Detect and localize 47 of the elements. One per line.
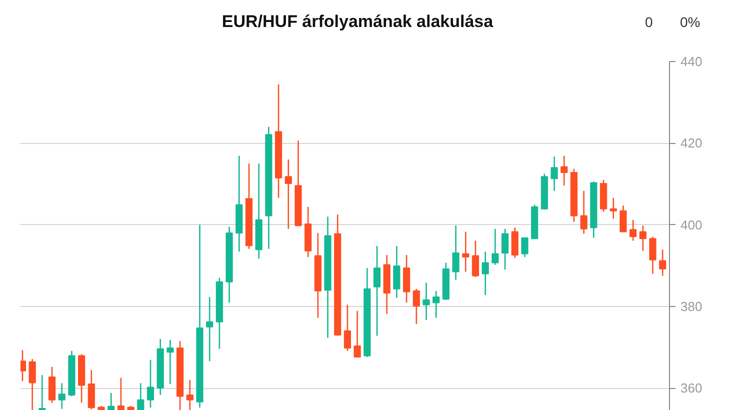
candlestick [117, 377, 125, 410]
candlestick [610, 197, 617, 220]
candlestick [580, 190, 588, 234]
candlestick [550, 156, 558, 192]
candlestick [344, 304, 352, 352]
candlestick [393, 245, 400, 298]
candlestick [482, 251, 489, 296]
candlestick [88, 369, 95, 410]
text: 0 [645, 13, 653, 32]
candlestick [284, 158, 292, 230]
candlestick [472, 240, 480, 278]
candlestick [108, 392, 115, 410]
candlestick [166, 339, 174, 385]
candlestick [492, 228, 499, 266]
candlestick [412, 288, 420, 325]
y-tick-label: 380 [680, 298, 702, 314]
text: 0% [680, 13, 700, 32]
candlestick [521, 237, 528, 258]
y-tick-label: 420 [680, 136, 702, 151]
candlestick [511, 226, 518, 258]
candlestick [452, 224, 460, 281]
candlestick [354, 310, 361, 358]
y-tick-label: 440 [680, 54, 702, 69]
candlestick [432, 290, 440, 318]
candlestick [649, 236, 656, 274]
candlestick [28, 358, 36, 410]
candlestick [48, 366, 56, 404]
candlestick [58, 382, 66, 410]
candlestick [146, 359, 154, 408]
candlestick [137, 382, 144, 410]
candlestick [620, 204, 627, 232]
candlestick [462, 231, 470, 272]
candlestick [38, 374, 46, 410]
y-tick-label: 360 [680, 380, 702, 396]
candlestick [639, 224, 646, 252]
candlestick [659, 249, 666, 276]
candlestick [206, 296, 214, 362]
candlestick [373, 245, 381, 336]
candlestick [20, 349, 26, 382]
candlestick [186, 379, 194, 410]
candlestick [501, 228, 509, 270]
chart-title: EUR/HUF árfolyamának alakulása [222, 12, 494, 31]
candlestick [422, 282, 430, 321]
candlestick [403, 254, 410, 304]
y-tick-label: 400 [680, 217, 702, 232]
candlestick [560, 155, 568, 186]
candlestick [630, 219, 637, 242]
